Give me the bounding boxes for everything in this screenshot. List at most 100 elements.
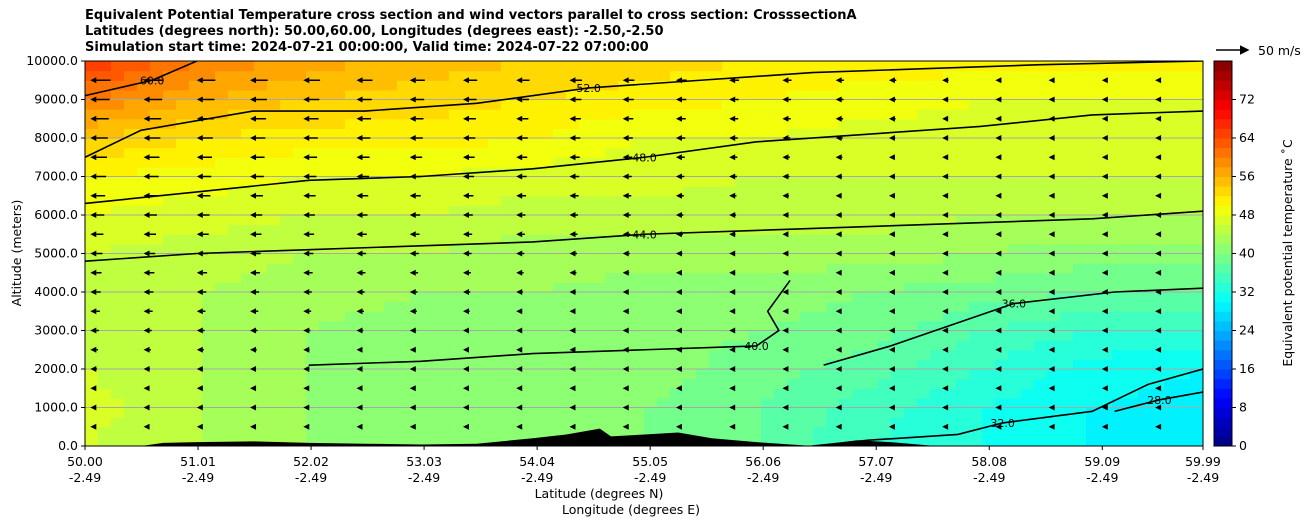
field-cell [657, 301, 671, 312]
field-cell [1047, 195, 1061, 206]
field-cell [813, 234, 827, 245]
field-cell [956, 243, 970, 255]
field-cell [111, 292, 125, 303]
field-cell [644, 128, 658, 139]
colorbar-segment [1214, 128, 1232, 139]
field-cell [787, 426, 801, 437]
field-cell [761, 349, 775, 360]
field-cell [215, 61, 229, 72]
field-cell [618, 359, 632, 370]
wind-vector [196, 192, 211, 199]
field-cell [1177, 253, 1191, 264]
field-cell [514, 253, 528, 264]
field-cell [657, 426, 671, 437]
field-cell [1073, 166, 1087, 178]
field-cell [449, 407, 463, 418]
field-cell [969, 417, 983, 428]
field-cell [787, 397, 801, 409]
field-cell [202, 166, 216, 178]
wind-vector [995, 135, 1002, 141]
field-cell [1190, 282, 1203, 293]
field-cell [813, 340, 827, 351]
field-cell [1060, 234, 1074, 245]
field-cell [384, 176, 398, 187]
field-cell [995, 263, 1009, 274]
contour-label: 32.0 [990, 417, 1015, 430]
field-cell [319, 128, 333, 139]
field-cell [293, 311, 307, 322]
field-cell [618, 205, 632, 216]
field-cell [800, 61, 814, 72]
field-cell [839, 80, 853, 91]
field-cell [1151, 436, 1165, 446]
field-cell [384, 340, 398, 351]
field-cell [969, 397, 983, 409]
field-cell [98, 349, 112, 360]
field-cell [904, 118, 918, 129]
field-cell [111, 388, 125, 399]
colorbar-segment [1214, 417, 1232, 428]
field-cell [787, 205, 801, 216]
field-cell [995, 205, 1009, 216]
colorbar-segment [1214, 436, 1232, 447]
field-cell [98, 243, 112, 255]
wind-vector [942, 269, 949, 276]
field-cell [1190, 369, 1203, 380]
field-cell [748, 80, 762, 91]
field-cell [553, 301, 567, 312]
field-cell [800, 234, 814, 245]
field-cell [878, 70, 892, 81]
field-cell [930, 70, 944, 81]
field-cell [488, 388, 502, 399]
field-cell [358, 436, 372, 446]
wind-vector [729, 346, 736, 353]
wind-vector [1048, 385, 1055, 392]
wind-vector [782, 404, 789, 411]
field-cell [1021, 397, 1035, 409]
field-cell [449, 263, 463, 274]
field-cell [1073, 272, 1087, 283]
field-cell [1138, 292, 1152, 303]
wind-vector [143, 231, 157, 238]
field-cell [397, 80, 411, 91]
field-cell [891, 330, 905, 341]
field-cell [969, 272, 983, 283]
field-cell [137, 340, 151, 351]
field-cell [1112, 340, 1126, 351]
field-cell [1047, 397, 1061, 409]
field-cell [371, 89, 385, 101]
field-cell [761, 118, 775, 129]
field-cell [735, 118, 749, 129]
field-cell [644, 359, 658, 370]
wind-vector [356, 231, 367, 238]
field-cell [878, 397, 892, 409]
field-cell [371, 128, 385, 139]
field-cell [397, 253, 411, 264]
field-cell [1034, 397, 1048, 409]
field-cell [98, 340, 112, 351]
field-cell [1112, 417, 1126, 428]
field-cell [98, 359, 112, 370]
field-cell [293, 147, 307, 158]
field-cell [540, 340, 554, 351]
field-cell [1125, 147, 1139, 158]
field-cell [1008, 320, 1022, 332]
field-cell [605, 109, 619, 120]
field-cell [241, 166, 255, 178]
wind-vector [409, 346, 416, 353]
field-cell [124, 340, 138, 351]
colorbar-segment [1214, 272, 1232, 283]
field-cell [150, 426, 164, 437]
field-cell [319, 417, 333, 428]
field-cell [1034, 263, 1048, 274]
field-cell [878, 311, 892, 322]
field-cell [904, 89, 918, 101]
field-cell [943, 186, 957, 197]
field-cell [332, 186, 346, 197]
field-cell [995, 234, 1009, 245]
field-cell [839, 243, 853, 255]
field-cell [878, 234, 892, 245]
field-cell [1112, 436, 1126, 446]
field-cell [1125, 186, 1139, 197]
field-cell [1086, 292, 1100, 303]
